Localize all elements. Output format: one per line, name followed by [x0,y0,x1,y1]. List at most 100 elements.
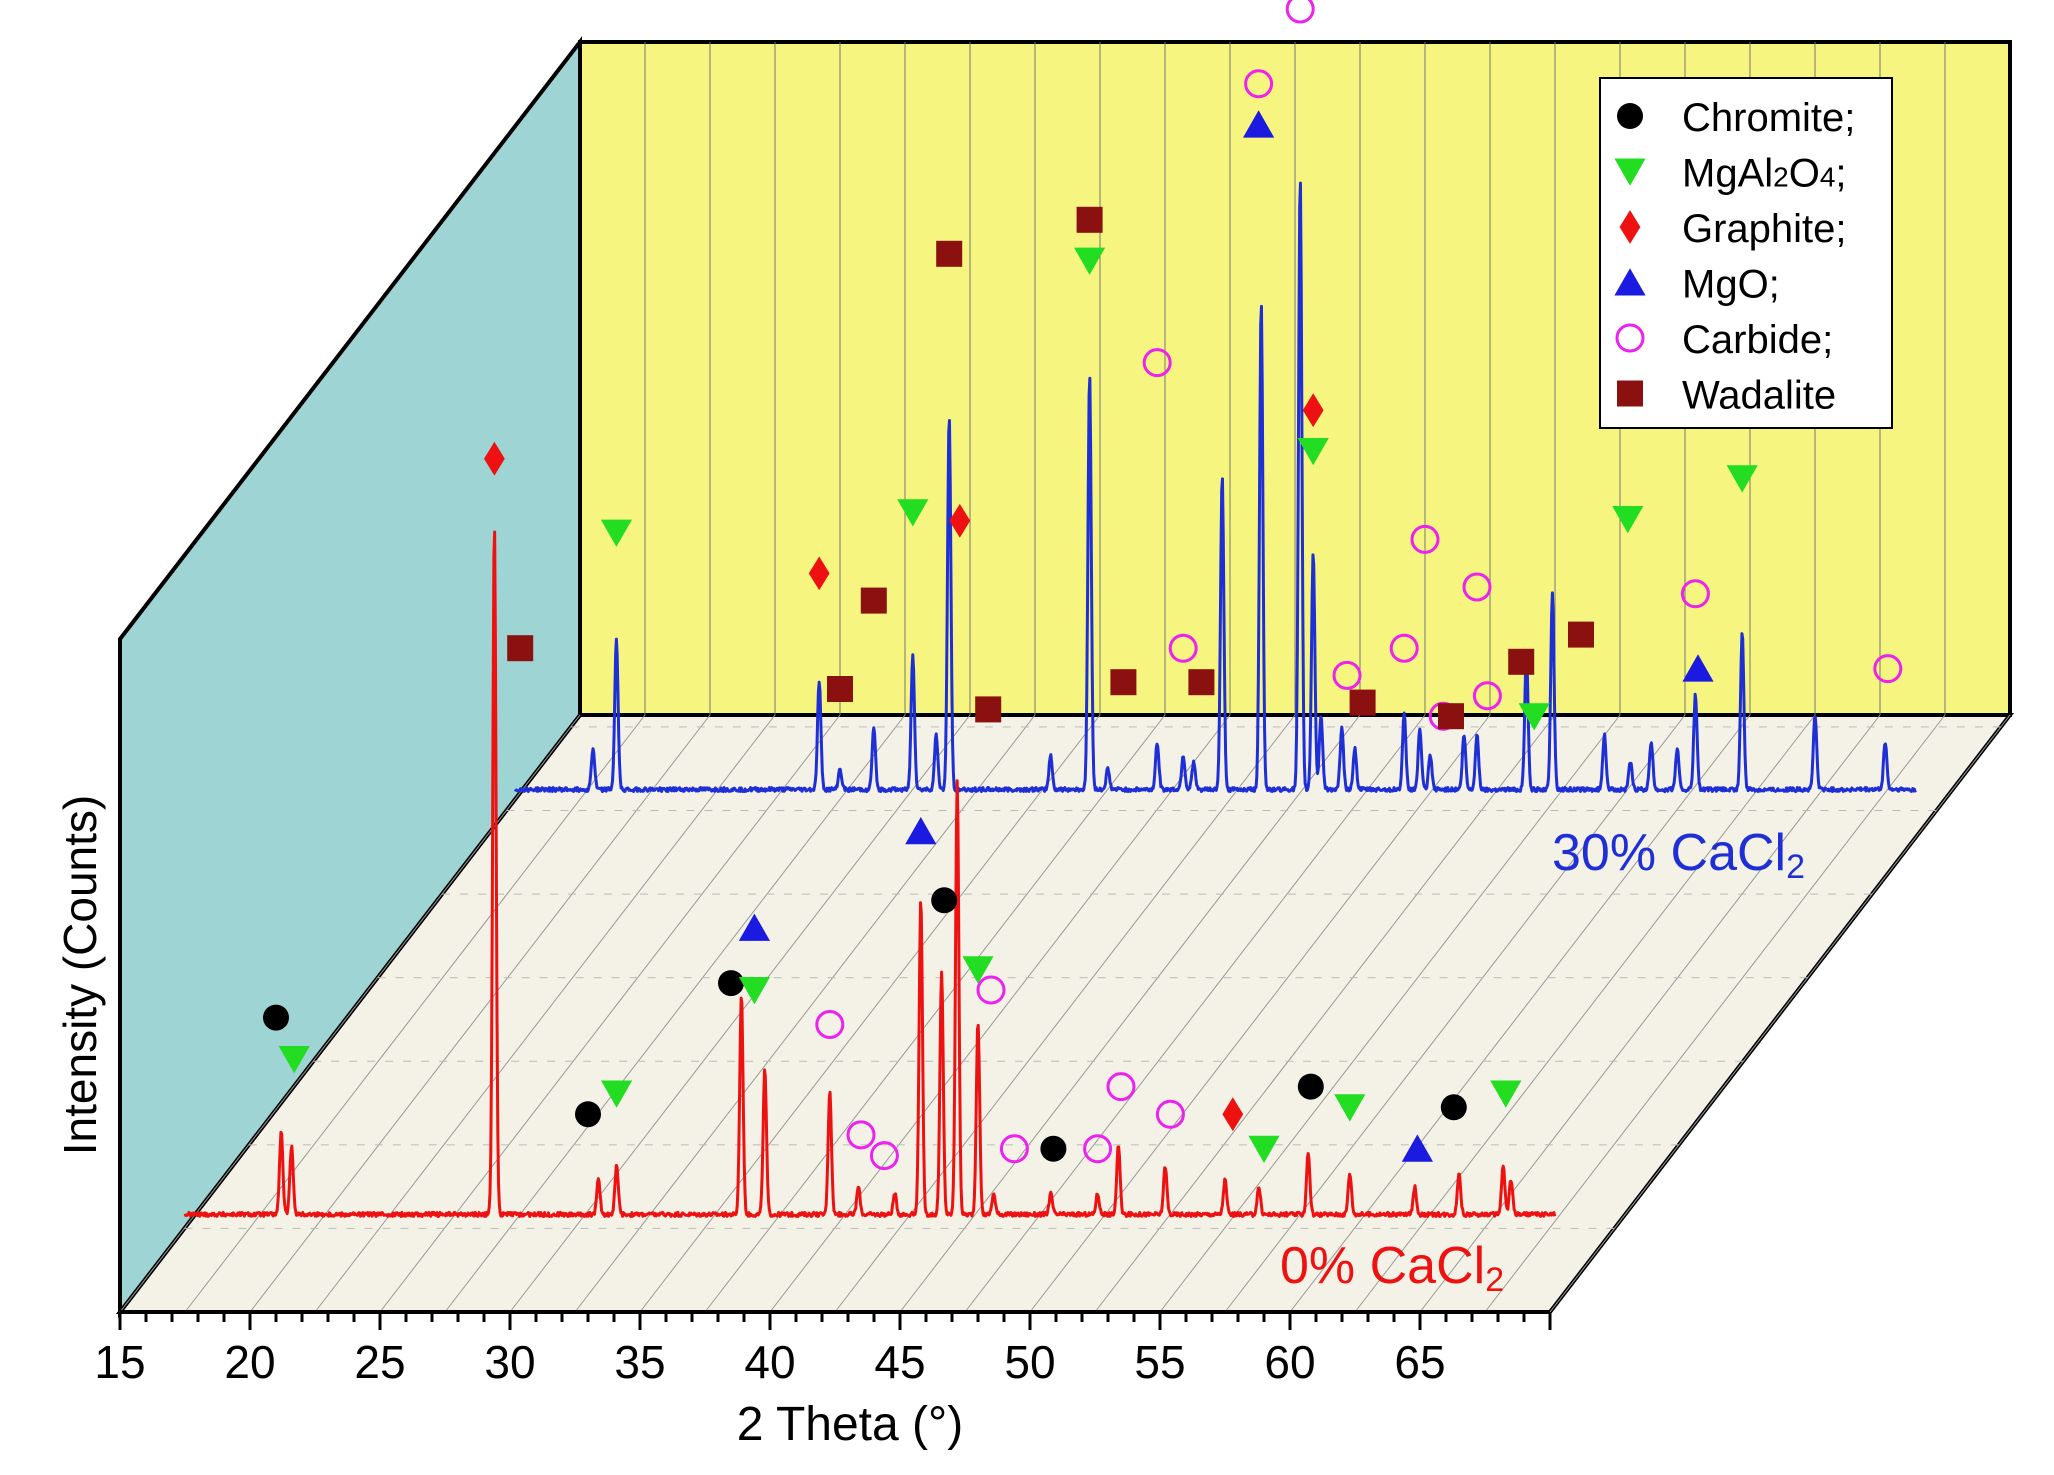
marker-wadalite [1568,621,1594,648]
marker-carbide [1873,654,1903,684]
legend-label: Chromite; [1682,96,1855,140]
x-tick-label: 40 [744,1336,795,1388]
marker-mgal2o4 [1614,158,1646,186]
marker-mgal2o4 [1334,1094,1366,1122]
marker-mgo [1614,268,1646,296]
marker-carbide [1244,69,1274,99]
series-30-cacl2 [507,0,1917,794]
floor-grid-line [899,714,1361,1313]
marker-chromite [718,970,744,997]
marker-carbide [846,1120,876,1150]
x-axis-label: 2 Theta (°) [737,1398,963,1451]
marker-mgo [1243,110,1275,138]
marker-mgal2o4 [1518,703,1550,731]
series-0-cacl2 [183,441,1557,1218]
marker-mgal2o4 [600,519,632,547]
marker-mgal2o4 [962,956,994,984]
floor-grid-line [1224,714,1686,1313]
marker-wadalite [1110,669,1137,696]
marker-carbide [1389,633,1419,663]
marker-wadalite [827,676,853,702]
legend-label: Wadalite [1682,374,1836,418]
marker-carbide [999,1134,1029,1164]
x-tick-label: 35 [614,1336,665,1388]
marker-graphite [1619,210,1641,244]
x-tick-label: 60 [1264,1336,1315,1388]
marker-wadalite [1076,206,1103,233]
x-tick-label: 55 [1134,1336,1185,1388]
marker-wadalite [1438,703,1464,730]
marker-mgal2o4 [278,1046,310,1074]
floor-grid-line [1094,714,1556,1313]
floor-grid-line [1484,714,1946,1313]
marker-chromite [575,1101,601,1128]
marker-mgal2o4 [897,499,929,527]
marker-chromite [263,1004,289,1031]
x-axis: 15 20 25 30 35 40 45 50 55 60 65 [94,1310,1552,1388]
floor-grid-line [1549,714,2011,1313]
series-label-0-cacl2: 0% CaCl2 [1280,1237,1504,1299]
marker-mgo [738,913,770,941]
marker-carbide [1472,681,1502,711]
marker-mgo [905,817,937,845]
marker-carbide [815,1010,845,1039]
legend-label: Graphite; [1682,207,1847,251]
x-tick-label: 50 [1004,1336,1055,1388]
y-axis-label: Intensity (Counts) [54,795,106,1155]
marker-graphite [1222,1097,1244,1132]
series-label-30-cacl2: 30% CaCl2 [1552,824,1805,886]
marker-wadalite [1508,648,1535,675]
spectrum-line [183,530,1557,1218]
x-tick-label: 65 [1394,1336,1445,1388]
marker-wadalite [975,696,1002,723]
marker-graphite [1302,393,1324,428]
marker-wadalite [1349,689,1376,716]
floor-grid-line [314,714,776,1313]
marker-chromite [1617,103,1643,129]
legend-box [1599,77,1893,429]
marker-carbide [1462,572,1492,602]
marker-wadalite [860,587,887,614]
marker-mgal2o4 [738,977,770,1005]
legend-label: MgAl2O4; [1682,152,1847,196]
floor-grid-line [379,714,841,1313]
marker-mgal2o4 [1490,1080,1522,1108]
marker-carbide [1083,1134,1113,1164]
marker-carbide [1155,1099,1185,1129]
marker-carbide [1142,348,1172,378]
floor-grid-line [249,714,711,1313]
spectrum-line [513,181,1917,794]
marker-mgo [1682,654,1714,682]
marker-carbide [1106,1072,1136,1102]
marker-mgal2o4 [601,1080,633,1108]
marker-mgal2o4 [1074,247,1106,275]
marker-graphite [949,503,971,538]
marker-chromite [931,887,958,914]
marker-chromite [1297,1073,1324,1100]
marker-mgal2o4 [1726,465,1758,493]
marker-mgal2o4 [1612,506,1644,534]
marker-carbide [1615,323,1645,353]
x-tick-label: 30 [484,1336,535,1388]
marker-mgal2o4 [1248,1135,1280,1163]
marker-carbide [1410,524,1440,554]
marker-wadalite [1617,380,1643,407]
marker-graphite [808,556,830,591]
series-labels: 30% CaCl2 0% CaCl2 [1280,824,1805,1299]
marker-carbide [1285,0,1315,24]
marker-wadalite [936,240,963,267]
marker-graphite [484,441,505,476]
marker-carbide [1168,633,1198,663]
marker-wadalite [1188,669,1215,696]
x-tick-label: 15 [94,1336,145,1388]
marker-chromite [1440,1094,1467,1121]
floor-grid-line [769,714,1231,1313]
x-tick-label: 25 [354,1336,405,1388]
legend-label: Carbide; [1682,318,1833,362]
x-tick-label: 20 [224,1336,275,1388]
legend: Chromite; MgAl2O4; Graphite; MgO; Carbide; Wa… [1599,77,1893,429]
marker-carbide [1680,579,1710,609]
marker-carbide [869,1141,899,1171]
marker-chromite [1040,1135,1067,1162]
